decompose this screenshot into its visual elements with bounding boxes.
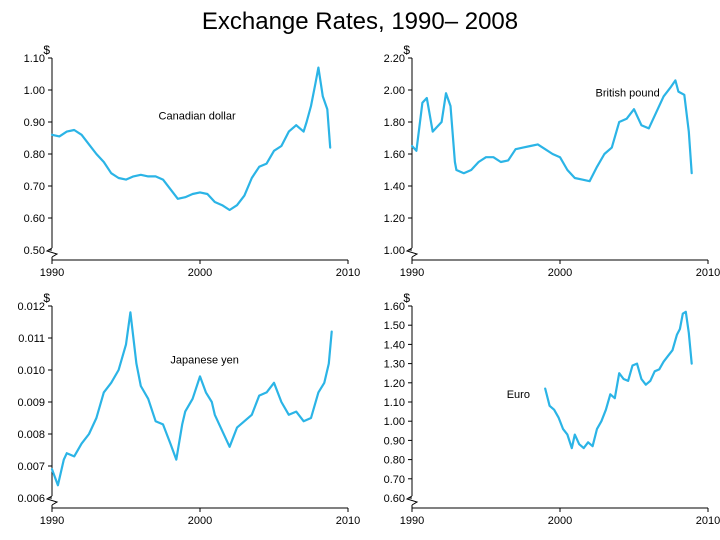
panel-euro: 0.60 0.70 0.80 0.90 1.00 1.10 1.20 1.30 1.40 1.50…	[360, 288, 720, 536]
svg-text:1.00: 1.00	[24, 85, 45, 97]
svg-text:0.012: 0.012	[17, 301, 45, 313]
svg-text:1.50: 1.50	[384, 320, 405, 332]
svg-text:2010: 2010	[696, 267, 720, 279]
svg-text:0.80: 0.80	[24, 149, 45, 161]
svg-text:1.60: 1.60	[384, 301, 405, 313]
svg-text:0.90: 0.90	[24, 117, 45, 129]
svg-text:2000: 2000	[548, 267, 572, 279]
chart-grid: 0.500.600.700.800.901.001.10$19902000201…	[0, 40, 720, 536]
svg-text:0.90: 0.90	[384, 435, 405, 447]
svg-text:1.10: 1.10	[24, 53, 45, 65]
svg-text:$: $	[403, 43, 410, 57]
panel-japanese-yen: 0.006 0.007 0.008 0.009 0.010 0.011 0.012$1990…	[0, 288, 360, 536]
svg-text:$: $	[43, 43, 50, 57]
svg-text:2.00: 2.00	[384, 85, 405, 97]
svg-text:1.40: 1.40	[384, 181, 405, 193]
svg-text:2000: 2000	[188, 267, 212, 279]
svg-text:2010: 2010	[336, 267, 360, 279]
svg-text:1.00: 1.00	[384, 416, 405, 428]
panel-canadian-dollar: 0.50 0.60 0.70 0.80 0.90 1.00 1.10$1990 2000 201…	[0, 40, 360, 288]
svg-text:0.70: 0.70	[24, 181, 45, 193]
panel-british-pound: 1.00 1.20 1.40 1.60 1.80 2.00 2.20$1990 2000 201…	[360, 40, 720, 288]
svg-text:Euro: Euro	[507, 389, 530, 401]
svg-text:$: $	[403, 291, 410, 305]
svg-text:0.60: 0.60	[24, 213, 45, 225]
svg-text:0.60: 0.60	[384, 493, 405, 505]
svg-text:2010: 2010	[696, 515, 720, 527]
svg-text:1.20: 1.20	[384, 213, 405, 225]
svg-text:Canadian dollar: Canadian dollar	[159, 110, 236, 122]
svg-text:1990: 1990	[400, 515, 424, 527]
svg-text:1.60: 1.60	[384, 149, 405, 161]
svg-text:0.006: 0.006	[17, 493, 45, 505]
svg-text:2000: 2000	[548, 515, 572, 527]
svg-text:1.40: 1.40	[384, 339, 405, 351]
svg-text:0.50: 0.50	[24, 245, 45, 257]
svg-text:1.10: 1.10	[384, 397, 405, 409]
svg-text:2000: 2000	[188, 515, 212, 527]
svg-text:1990: 1990	[400, 267, 424, 279]
svg-text:1.80: 1.80	[384, 117, 405, 129]
svg-text:1.20: 1.20	[384, 378, 405, 390]
svg-text:$: $	[43, 291, 50, 305]
svg-text:0.80: 0.80	[384, 455, 405, 467]
svg-text:1.30: 1.30	[384, 359, 405, 371]
svg-text:1990: 1990	[40, 515, 64, 527]
svg-text:0.70: 0.70	[384, 474, 405, 486]
svg-text:1990: 1990	[40, 267, 64, 279]
svg-text:2010: 2010	[336, 515, 360, 527]
page-title: Exchange Rates, 1990– 2008	[0, 0, 720, 40]
svg-text:0.011: 0.011	[18, 333, 45, 345]
svg-text:1.00: 1.00	[384, 245, 405, 257]
svg-text:0.010: 0.010	[17, 365, 45, 377]
svg-text:0.008: 0.008	[17, 429, 45, 441]
svg-text:2.20: 2.20	[384, 53, 405, 65]
svg-text:British pound: British pound	[596, 87, 660, 99]
svg-text:0.007: 0.007	[17, 461, 45, 473]
svg-text:0.009: 0.009	[17, 397, 45, 409]
svg-text:Japanese yen: Japanese yen	[170, 355, 239, 367]
